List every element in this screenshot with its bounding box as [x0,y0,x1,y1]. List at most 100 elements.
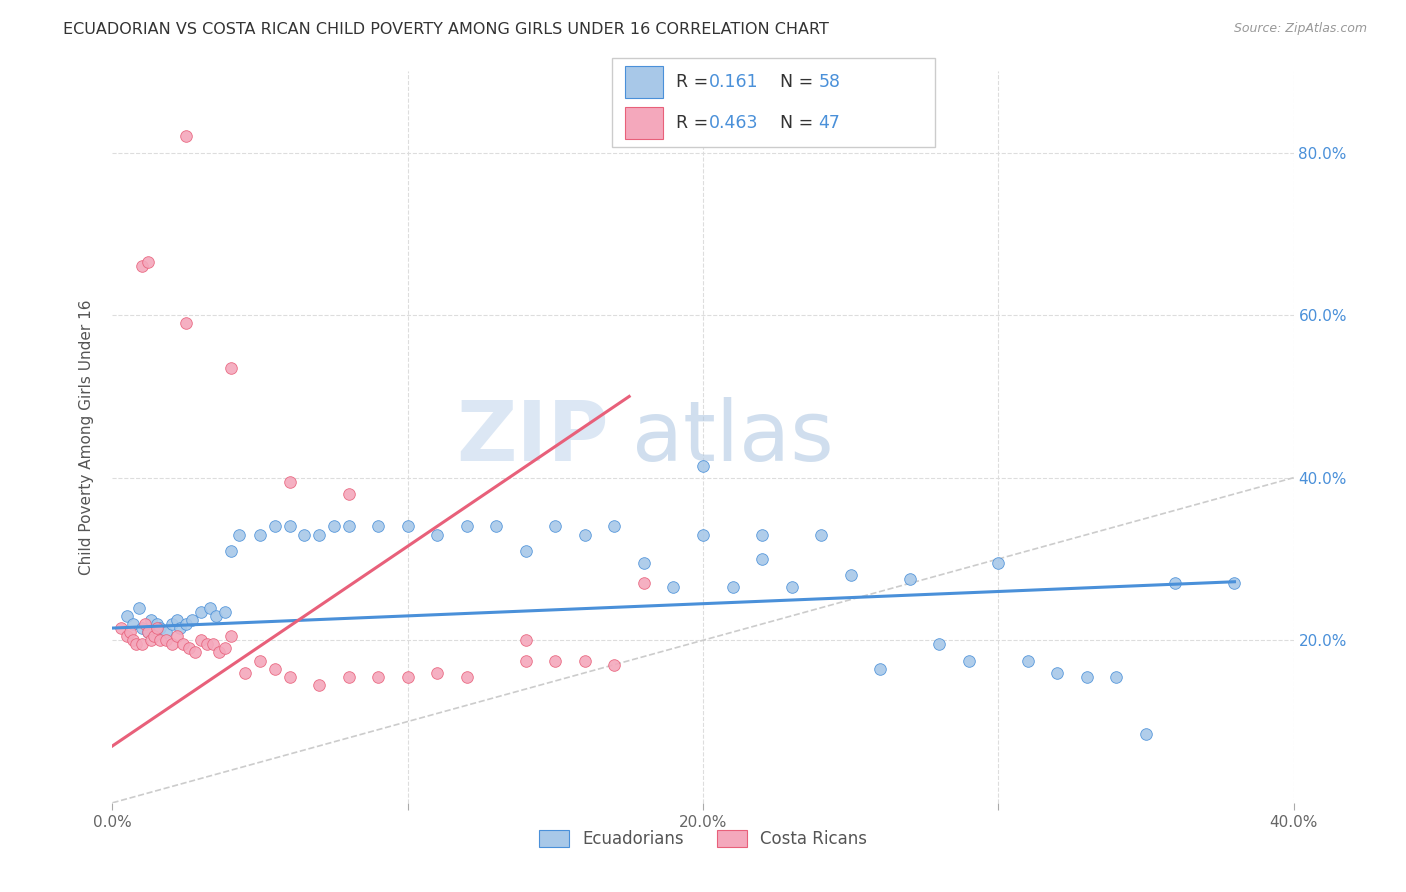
Point [515,633,537,648]
Point [898,572,921,586]
Point [125,637,148,651]
Point [139,613,162,627]
Point [426,527,449,541]
Point [603,519,626,533]
Point [308,527,330,541]
Point [751,552,773,566]
Point [214,605,236,619]
Point [131,260,153,274]
Y-axis label: Child Poverty Among Girls Under 16: Child Poverty Among Girls Under 16 [79,300,94,574]
Point [544,654,567,668]
Point [190,605,212,619]
Point [367,519,389,533]
Point [292,527,315,541]
Point [214,641,236,656]
Text: R =: R = [676,114,714,132]
Legend: Ecuadorians, Costa Ricans: Ecuadorians, Costa Ricans [530,822,876,856]
Point [308,678,330,692]
Point [574,527,596,541]
Point [136,625,159,640]
Point [603,657,626,672]
Point [205,608,228,623]
Point [198,600,221,615]
Point [367,670,389,684]
Point [633,556,655,570]
Point [110,621,132,635]
Point [201,637,224,651]
Point [264,519,287,533]
Text: ECUADORIAN VS COSTA RICAN CHILD POVERTY AMONG GIRLS UNDER 16 CORRELATION CHART: ECUADORIAN VS COSTA RICAN CHILD POVERTY … [63,22,830,37]
Text: N =: N = [780,73,818,91]
Text: R =: R = [676,73,714,91]
Point [662,581,685,595]
Point [264,662,287,676]
Point [117,608,138,623]
Point [249,654,271,668]
Point [1017,654,1039,668]
Point [515,544,537,558]
Point [1046,665,1069,680]
Point [195,637,218,651]
Point [131,621,153,635]
Point [396,670,419,684]
Point [139,633,162,648]
Point [456,670,478,684]
Point [219,544,242,558]
Point [1076,670,1098,684]
Point [633,576,655,591]
Point [142,629,165,643]
Point [117,629,138,643]
Text: 58: 58 [818,73,841,91]
Text: Source: ZipAtlas.com: Source: ZipAtlas.com [1233,22,1367,36]
Point [181,613,204,627]
Point [172,637,194,651]
Point [987,556,1010,570]
Point [219,361,242,376]
Point [544,519,567,533]
Point [174,617,197,632]
Point [278,475,301,489]
Point [426,665,449,680]
Point [1105,670,1128,684]
Point [166,613,188,627]
Text: 47: 47 [818,114,841,132]
Point [780,581,803,595]
Point [515,654,537,668]
Text: N =: N = [780,114,818,132]
Point [166,629,188,643]
Point [751,527,773,541]
Point [149,633,172,648]
Point [278,519,301,533]
Point [869,662,891,676]
Point [149,621,172,635]
Point [122,617,145,632]
Point [179,641,201,656]
Point [136,625,159,640]
Point [692,458,714,473]
Point [131,637,153,651]
Point [219,629,242,643]
Point [278,670,301,684]
Point [485,519,508,533]
Point [136,255,159,269]
Point [122,633,145,648]
Point [174,316,197,330]
Point [396,519,419,533]
Text: 0.161: 0.161 [709,73,758,91]
Point [337,519,360,533]
Point [928,637,950,651]
Point [1135,727,1157,741]
Point [146,621,169,635]
Point [692,527,714,541]
Point [120,625,142,640]
Point [190,633,212,648]
Point [160,617,183,632]
Point [155,633,177,648]
Text: ZIP: ZIP [456,397,609,477]
Point [1223,576,1246,591]
Point [721,581,744,595]
Text: atlas: atlas [633,397,834,477]
Point [1164,576,1187,591]
Point [184,645,207,659]
Point [337,670,360,684]
